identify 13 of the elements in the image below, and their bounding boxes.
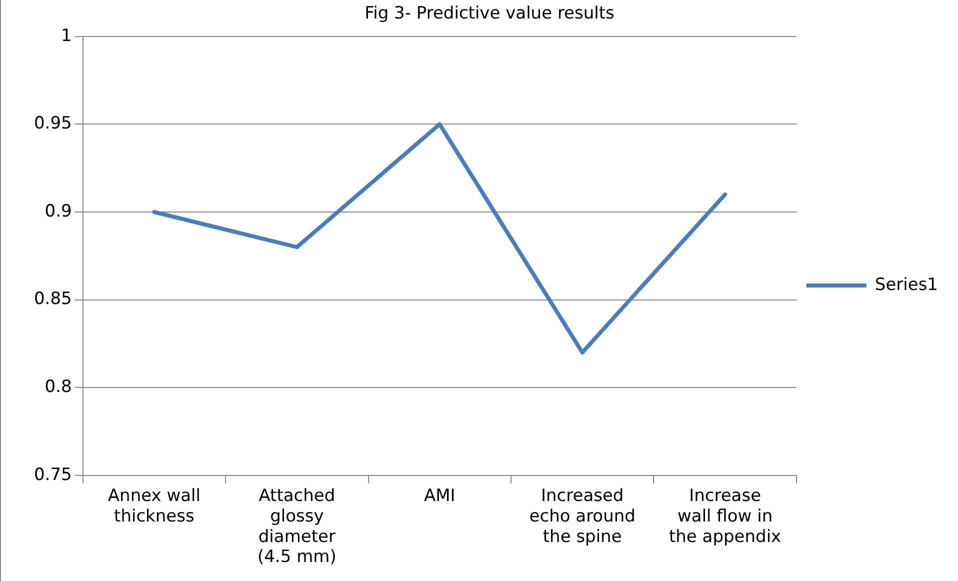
x-tick-label: AMI bbox=[424, 486, 456, 506]
x-tick-label: Increase wall flow in the appendix bbox=[668, 486, 782, 547]
y-tick-label: 0.85 bbox=[34, 289, 72, 310]
y-tick-label: 0.8 bbox=[44, 377, 72, 398]
y-tick-label: 1 bbox=[61, 26, 72, 46]
y-tick-label: 0.9 bbox=[44, 201, 72, 222]
x-tick-label: Increased echo around the spine bbox=[529, 486, 636, 547]
chart-title: Fig 3- Predictive value results bbox=[364, 4, 615, 24]
y-tick-label: 0.75 bbox=[34, 464, 72, 485]
y-tick-label: 0.95 bbox=[34, 114, 72, 134]
legend-label: Series1 bbox=[874, 274, 938, 295]
x-tick-label: Annex wall thickness bbox=[108, 486, 200, 526]
x-tick-label: Attached glossy diameter (4.5 mm) bbox=[258, 486, 336, 568]
